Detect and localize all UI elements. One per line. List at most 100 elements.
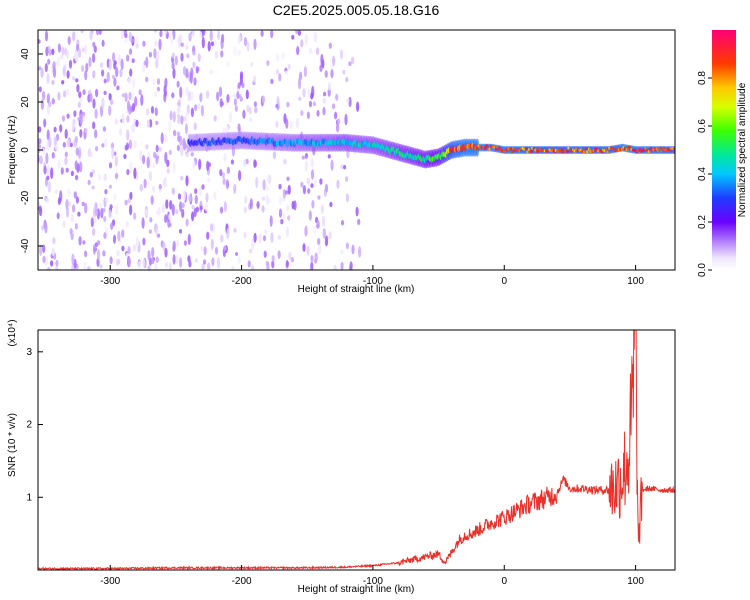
heatmap-noise-cell: [246, 41, 250, 52]
heatmap-noise-cell: [142, 40, 146, 47]
heatmap-noise-cell: [99, 264, 103, 269]
heatmap-noise-cell: [64, 156, 68, 166]
heatmap-noise-cell: [66, 113, 70, 119]
figure-title: C2E5.2025.005.05.18.G16: [273, 2, 440, 18]
heatmap-noise-cell: [286, 176, 290, 181]
heatmap-noise-cell: [57, 91, 61, 101]
heatmap-noise-cell: [87, 179, 91, 186]
heatmap-noise-cell: [291, 200, 295, 210]
heatmap-noise-cell: [310, 92, 314, 100]
heatmap-noise-cell: [164, 134, 168, 143]
heatmap-noise-cell: [95, 88, 99, 98]
heatmap-noise-cell: [115, 66, 119, 78]
heatmap-noise-cell: [322, 229, 326, 239]
heatmap-noise-cell: [270, 78, 274, 85]
x-tick-label: -100: [363, 576, 383, 587]
heatmap-noise-cell: [192, 160, 196, 169]
heatmap-noise-cell: [313, 31, 317, 43]
heatmap-noise-cell: [226, 94, 230, 103]
heatmap-noise-cell: [78, 236, 82, 246]
heatmap-noise-cell: [40, 99, 45, 111]
heatmap-noise-cell: [155, 256, 159, 264]
heatmap-noise-cell: [83, 261, 87, 270]
heatmap-noise-cell: [191, 204, 195, 210]
heatmap-noise-cell: [328, 231, 332, 240]
heatmap-noise-cell: [177, 193, 182, 200]
heatmap-noise-cell: [173, 129, 177, 137]
snr-y-multiplier: (x10⁴): [7, 319, 18, 346]
heatmap-noise-cell: [197, 53, 201, 62]
heatmap-noise-cell: [226, 166, 230, 174]
heatmap-noise-cell: [249, 248, 253, 254]
heatmap-noise-cell: [140, 94, 144, 106]
heatmap-noise-cell: [156, 86, 160, 92]
heatmap-noise-cell: [207, 177, 211, 183]
heatmap-noise-cell: [55, 266, 59, 270]
heatmap-noise-cell: [320, 204, 324, 214]
heatmap-noise-cell: [70, 213, 74, 223]
heatmap-noise-cell: [264, 228, 268, 235]
heatmap-noise-cell: [160, 132, 164, 144]
y-tick-label: 40: [20, 48, 31, 60]
heatmap-noise-cell: [57, 160, 61, 169]
heatmap-noise-cell: [327, 82, 331, 91]
heatmap-noise-cell: [124, 38, 128, 44]
x-tick-label: -300: [100, 576, 120, 587]
heatmap-noise-cell: [185, 175, 189, 187]
heatmap-noise-cell: [219, 206, 224, 214]
heatmap-noise-cell: [147, 265, 151, 270]
heatmap-noise-cell: [263, 250, 267, 258]
heatmap-noise-cell: [95, 146, 99, 152]
heatmap-noise-cell: [53, 136, 57, 147]
heatmap-noise-cell: [103, 173, 107, 182]
heatmap-noise-cell: [174, 55, 178, 66]
heatmap-noise-cell: [188, 194, 192, 203]
heatmap-noise-cell: [57, 197, 62, 206]
heatmap-noise-cell: [110, 142, 115, 149]
heatmap-noise-cell: [77, 101, 81, 108]
heatmap-noise-cell: [99, 202, 103, 209]
heatmap-noise-cell: [210, 69, 214, 75]
heatmap-noise-cell: [235, 252, 239, 256]
heatmap-noise-cell: [258, 233, 262, 244]
heatmap-noise-cell: [148, 229, 152, 234]
heatmap-noise-cell: [61, 115, 66, 122]
heatmap-noise-cell: [84, 70, 88, 81]
colorbar-tick-label: 0.2: [697, 215, 708, 229]
x-tick-label: 100: [627, 276, 644, 287]
heatmap-noise-cell: [304, 153, 309, 158]
heatmap-noise-cell: [91, 185, 95, 190]
heatmap-noise-cell: [154, 262, 158, 270]
x-tick-label: -200: [232, 276, 252, 287]
heatmap-noise-cell: [308, 210, 312, 221]
heatmap-noise-cell: [38, 39, 41, 44]
heatmap-noise-cell: [67, 138, 71, 148]
heatmap-noise-cell: [200, 104, 204, 117]
heatmap-noise-cell: [65, 198, 69, 211]
heatmap-noise-cell: [82, 240, 86, 245]
heatmap-noise-cell: [52, 237, 56, 245]
heatmap-noise-cell: [244, 196, 248, 204]
heatmap-noise-cell: [231, 265, 235, 270]
heatmap-noise-cell: [151, 258, 155, 265]
heatmap-noise-cell: [307, 88, 311, 98]
heatmap-noise-cell: [62, 142, 66, 148]
heatmap-noise-cell: [71, 253, 75, 265]
heatmap-noise-cell: [194, 258, 198, 263]
heatmap-noise-cell: [81, 201, 85, 207]
heatmap-noise-cell: [92, 244, 96, 255]
heatmap-noise-cell: [172, 254, 176, 265]
heatmap-noise-cell: [161, 202, 165, 214]
heatmap-noise-cell: [42, 90, 46, 101]
heatmap-noise-cell: [251, 265, 255, 270]
heatmap-noise-cell: [201, 263, 205, 270]
heatmap-noise-cell: [310, 261, 314, 270]
heatmap-noise-cell: [194, 194, 198, 205]
heatmap-noise-cell: [330, 159, 334, 171]
heatmap-noise-cell: [356, 101, 360, 113]
heatmap-noise-cell: [135, 35, 139, 46]
heatmap-noise-cell: [340, 249, 344, 255]
heatmap-noise-cell: [84, 250, 88, 258]
heatmap-noise-cell: [188, 32, 192, 42]
heatmap-noise-cell: [281, 52, 285, 60]
